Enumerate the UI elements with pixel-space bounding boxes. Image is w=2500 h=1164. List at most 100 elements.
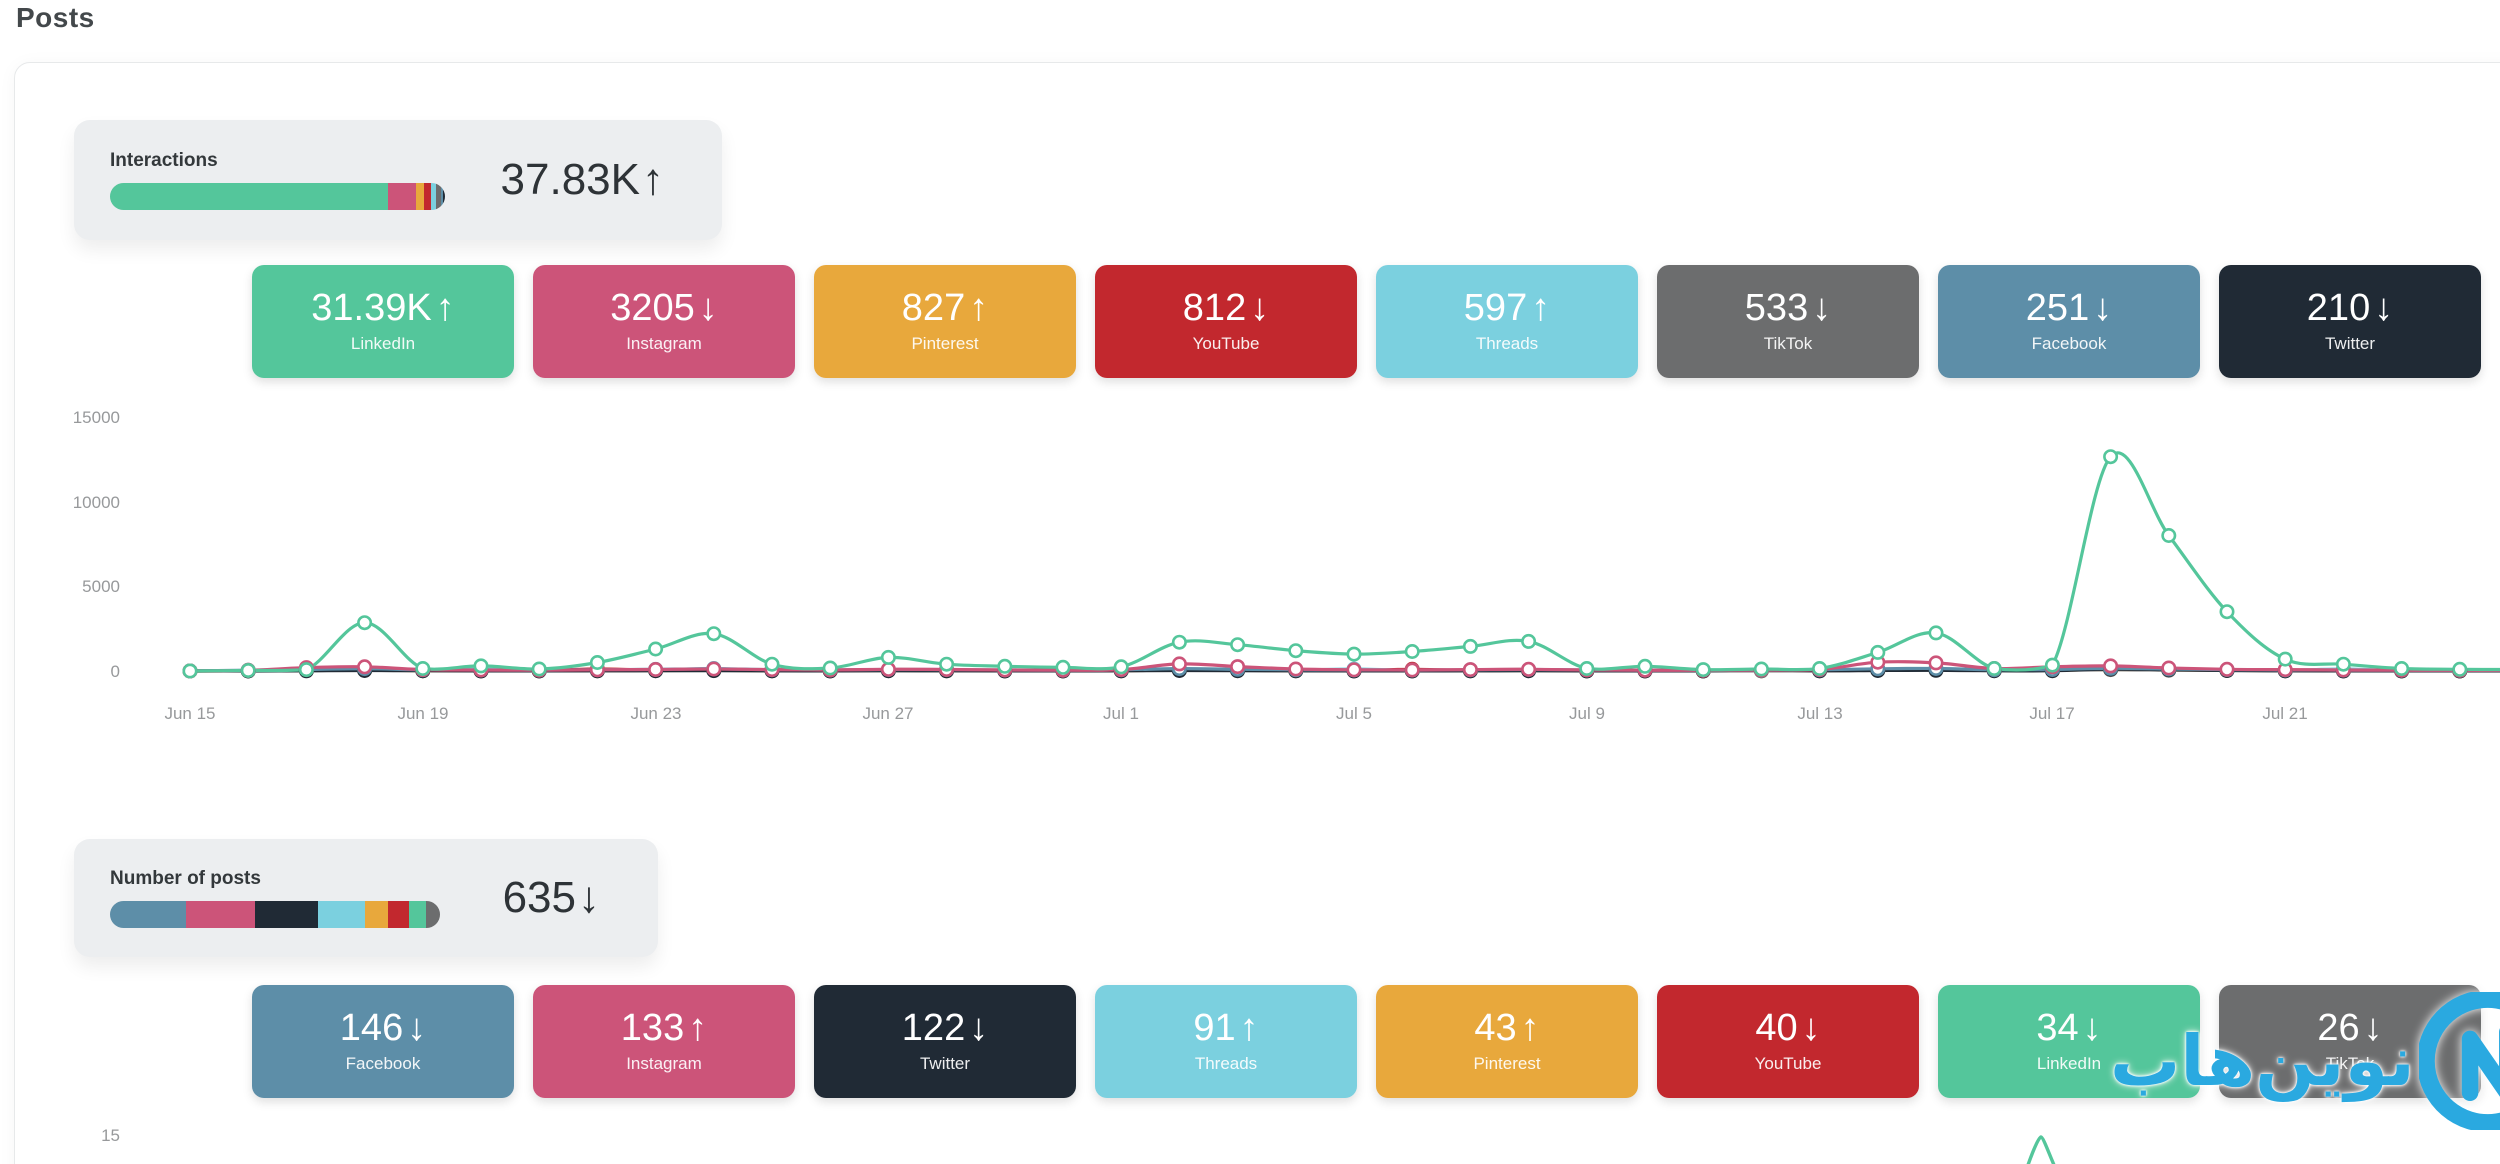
posts-count-card-linkedin[interactable]: 34 ↓ LinkedIn (1938, 985, 2200, 1098)
data-point-linkedin[interactable] (531, 661, 547, 677)
data-point-linkedin[interactable] (2394, 660, 2410, 676)
data-point-linkedin[interactable] (2161, 528, 2177, 544)
data-point-linkedin[interactable] (880, 649, 896, 665)
posts-count-card-pinterest[interactable]: 43 ↑ Pinterest (1376, 985, 1638, 1098)
x-axis-tick-label: Jun 19 (397, 704, 448, 723)
platform-card-label: Pinterest (1473, 1054, 1541, 1073)
posts-count-line-chart[interactable]: 15 (0, 1124, 2500, 1164)
data-point-linkedin[interactable] (1288, 643, 1304, 659)
data-point-instagram[interactable] (1462, 662, 1478, 678)
data-point-instagram[interactable] (648, 661, 664, 677)
data-point-instagram[interactable] (1521, 661, 1537, 677)
interactions-card-tiktok[interactable]: 533 ↓ TikTok (1657, 265, 1919, 378)
data-point-instagram[interactable] (880, 661, 896, 677)
bar-segment-threads (430, 183, 437, 210)
data-point-instagram[interactable] (1288, 661, 1304, 677)
platform-card-label: Threads (1475, 334, 1539, 353)
data-point-instagram[interactable] (1230, 659, 1246, 675)
posts-count-card-facebook[interactable]: 146 ↓ Facebook (252, 985, 514, 1098)
data-point-linkedin[interactable] (357, 615, 373, 631)
data-point-instagram[interactable] (2161, 660, 2177, 676)
data-point-linkedin[interactable] (648, 641, 664, 657)
interactions-card-pinterest[interactable]: 827 ↑ Pinterest (814, 265, 1076, 378)
data-point-linkedin[interactable] (764, 656, 780, 672)
platform-card-value: 26 ↓ (2317, 1007, 2383, 1049)
interactions-card-threads[interactable]: 597 ↑ Threads (1376, 265, 1638, 378)
data-point-linkedin[interactable] (1579, 660, 1595, 676)
data-point-instagram[interactable] (1928, 655, 1944, 671)
interactions-card-instagram[interactable]: 3205 ↓ Instagram (533, 265, 795, 378)
bar-segment-facebook (440, 183, 444, 210)
data-point-linkedin[interactable] (1812, 660, 1828, 676)
data-point-instagram[interactable] (1171, 656, 1187, 672)
data-point-instagram[interactable] (357, 659, 373, 675)
x-axis-tick-label: Jun 15 (164, 704, 215, 723)
data-point-linkedin[interactable] (1462, 638, 1478, 654)
data-point-linkedin[interactable] (1928, 625, 1944, 641)
data-point-linkedin[interactable] (1113, 659, 1129, 675)
data-point-linkedin[interactable] (1870, 644, 1886, 660)
data-point-instagram[interactable] (1404, 662, 1420, 678)
platform-card-value: 133 ↑ (620, 1007, 708, 1049)
interactions-label: Interactions (110, 150, 218, 171)
interactions-line-chart[interactable]: 15000 10000 5000 0 Jun 15 Jun 19 Jun 23 Jun 27 J… (0, 390, 2500, 735)
data-point-instagram[interactable] (2219, 661, 2235, 677)
interactions-card-facebook[interactable]: 251 ↓ Facebook (1938, 265, 2200, 378)
bar-segment-instagram (185, 901, 255, 928)
data-point-linkedin[interactable] (240, 662, 256, 678)
interactions-card-twitter[interactable]: 210 ↓ Twitter (2219, 265, 2481, 378)
data-point-linkedin[interactable] (1753, 661, 1769, 677)
trend-arrow-icon: ↓ (1812, 287, 1832, 329)
interactions-card-linkedin[interactable]: 31.39K ↑ LinkedIn (252, 265, 514, 378)
data-point-linkedin[interactable] (1986, 660, 2002, 676)
data-point-linkedin[interactable] (2044, 657, 2060, 673)
data-point-linkedin[interactable] (2219, 604, 2235, 620)
y-axis-tick-label: 0 (111, 662, 120, 681)
data-point-instagram[interactable] (1346, 662, 1362, 678)
data-point-linkedin[interactable] (1404, 644, 1420, 660)
data-point-linkedin[interactable] (1346, 646, 1362, 662)
platform-card-value: 251 ↓ (2025, 287, 2113, 329)
data-point-linkedin[interactable] (2452, 661, 2468, 677)
data-point-linkedin[interactable] (939, 656, 955, 672)
platform-card-value: 34 ↓ (2036, 1007, 2102, 1049)
posts-count-card-twitter[interactable]: 122 ↓ Twitter (814, 985, 1076, 1098)
data-point-linkedin[interactable] (1171, 634, 1187, 650)
data-point-linkedin[interactable] (298, 662, 314, 678)
data-point-linkedin[interactable] (997, 658, 1013, 674)
interactions-total-value: 37.83K ↑ (501, 155, 722, 205)
bar-segment-tiktok (426, 901, 440, 928)
data-point-linkedin[interactable] (1055, 659, 1071, 675)
posts-count-card-instagram[interactable]: 133 ↑ Instagram (533, 985, 795, 1098)
data-point-linkedin[interactable] (706, 626, 722, 642)
data-point-linkedin[interactable] (1637, 658, 1653, 674)
data-point-linkedin[interactable] (1230, 637, 1246, 653)
data-point-linkedin[interactable] (2103, 449, 2119, 465)
posts-count-card-youtube[interactable]: 40 ↓ YouTube (1657, 985, 1919, 1098)
data-point-linkedin[interactable] (589, 654, 605, 670)
trend-arrow-icon: ↓ (698, 287, 718, 329)
data-point-linkedin[interactable] (182, 663, 198, 679)
interactions-card-youtube[interactable]: 812 ↓ YouTube (1095, 265, 1357, 378)
platform-card-label: Threads (1194, 1054, 1258, 1073)
data-point-linkedin[interactable] (2335, 656, 2351, 672)
data-point-linkedin[interactable] (473, 658, 489, 674)
data-point-linkedin[interactable] (822, 660, 838, 676)
data-point-linkedin[interactable] (2277, 651, 2293, 667)
data-point-linkedin[interactable] (1521, 633, 1537, 649)
data-point-linkedin[interactable] (415, 660, 431, 676)
platform-card-label: LinkedIn (350, 334, 416, 353)
posts-chart-svg: 15 (101, 1126, 2056, 1164)
platform-card-label: Facebook (2031, 334, 2107, 353)
interactions-summary-card: Interactions 37.83K ↑ (74, 120, 722, 240)
data-point-linkedin[interactable] (1695, 662, 1711, 678)
posts-chart-green-line-tip (2026, 1135, 2056, 1164)
data-point-instagram[interactable] (2103, 658, 2119, 674)
trend-arrow-icon: ↓ (2374, 287, 2394, 329)
platform-card-label: LinkedIn (2036, 1054, 2102, 1073)
posts-count-platform-cards-row: 146 ↓ Facebook 133 ↑ Instagram 122 ↓ Twitte… (252, 985, 2481, 1098)
data-point-instagram[interactable] (706, 661, 722, 677)
posts-count-card-threads[interactable]: 91 ↑ Threads (1095, 985, 1357, 1098)
x-axis-tick-label: Jul 13 (1797, 704, 1842, 723)
